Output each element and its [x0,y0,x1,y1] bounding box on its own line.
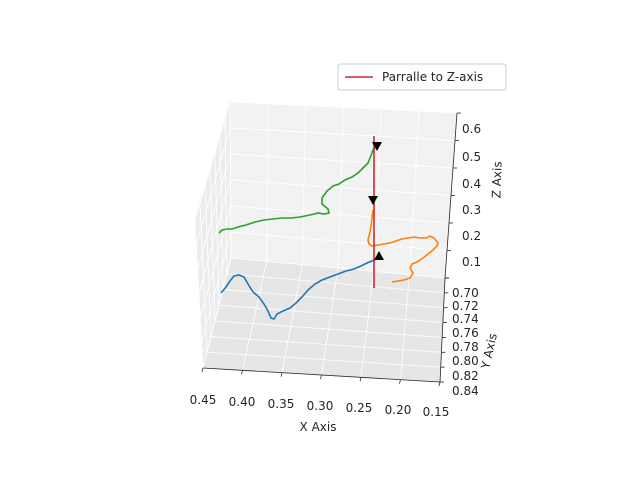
series-line-blue [220,255,380,320]
y-tick-label: 0.80 [452,354,479,368]
pane-back-xz [229,101,458,279]
legend-label: Parralle to Z-axis [382,70,483,84]
grid-line-x [400,274,410,380]
x-axis-title: X Axis [300,420,337,434]
grid-line-z [195,127,231,245]
grid-line-y [226,273,445,294]
y-tick-label: 0.76 [452,326,479,340]
legend-frame [337,63,507,91]
grid-line-z [230,205,450,224]
grid-line-z [194,101,231,221]
grid-line-z [230,257,446,279]
x-tick [201,367,204,373]
z-tick-label: 0.2 [462,229,481,243]
x-tick-label: 0.45 [190,393,217,407]
grid-line-z [229,101,458,114]
z-tick-label: 0.1 [462,255,481,269]
y-tick-label: 0.78 [452,340,479,354]
grid-lines [194,101,458,383]
legend: Parralle to Z-axis [337,63,507,91]
x-tick-label: 0.15 [423,405,450,419]
grid-line-z [198,179,231,295]
z-tick-label: 0.6 [462,122,481,136]
grid-line-z [202,257,232,369]
x-tick [359,377,362,382]
grid-line-x [281,264,303,373]
grid-line-z [201,231,232,344]
series-line-green [218,145,377,234]
x-tick [399,379,401,384]
y-axis-line [439,277,446,383]
x-tick [438,381,441,387]
y-axis-title: Y Axis [478,332,500,371]
x-tick-label: 0.20 [385,403,412,417]
y-tick-label: 0.72 [452,299,479,313]
grid-line-z [197,153,231,270]
y-tick-labels: 0.70 0.72 0.74 0.76 0.78 0.80 0.82 0.84 [452,286,479,398]
y-tick-label: 0.70 [452,286,479,300]
x-tick-label: 0.30 [307,399,334,413]
grid-line-x [321,267,339,376]
y-tick-label: 0.84 [452,384,479,398]
z-tick-label: 0.3 [462,203,481,217]
grid-line-y [218,304,443,323]
z-tick-label: 0.4 [462,177,481,191]
marker-triangle-down [372,142,382,151]
grid-line-y [222,289,444,309]
z-axis-title: Z Axis [489,161,504,198]
y-tick-label: 0.74 [452,312,479,326]
grid-line-x [360,271,375,378]
grid-line-z [230,153,454,169]
x-tick [320,374,322,380]
tick-marks [201,112,461,387]
z-tick-labels: 0.1 0.2 0.3 0.4 0.5 0.6 [462,122,481,269]
grid-line-y [214,320,443,338]
grid-line-z [230,179,452,196]
grid-line-y [206,351,441,368]
y-tick-label: 0.82 [452,369,479,383]
x-tick-labels: 0.45 0.40 0.35 0.30 0.25 0.20 0.15 [190,393,450,419]
x-tick [241,370,243,375]
z-tick-label: 0.5 [462,150,481,164]
x-tick-label: 0.35 [268,397,295,411]
series-line-orange [367,209,439,283]
grid-line-x [242,261,268,371]
x-tick-label: 0.40 [229,395,256,409]
x-tick [280,372,283,377]
grid-line-z [230,127,456,141]
grid-line-z [230,231,448,251]
grid-line-z [199,205,232,319]
marker-triangle-down [368,196,378,205]
marker-triangle-up [374,251,384,260]
x-tick-label: 0.25 [346,401,373,415]
grid-line-y [210,336,442,353]
